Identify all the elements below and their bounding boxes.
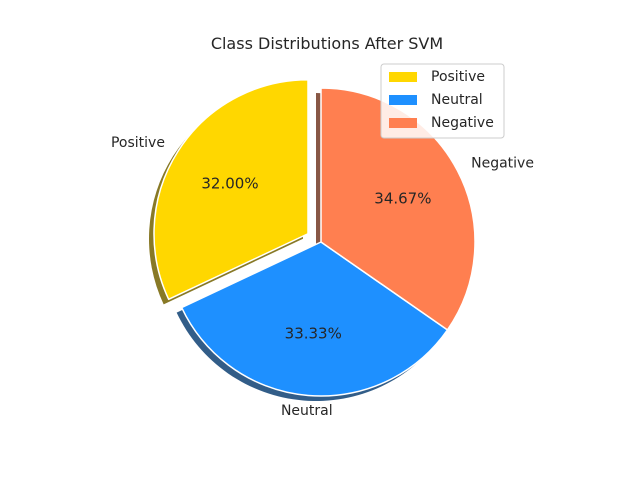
legend-label-neutral: Neutral bbox=[431, 92, 483, 108]
slice-label-neutral: Neutral bbox=[281, 403, 333, 419]
legend: Positive Neutral Negative bbox=[380, 63, 505, 139]
percentage-labels: 32.00% 33.33% 34.67% bbox=[201, 175, 431, 343]
legend-swatch-positive bbox=[389, 72, 417, 82]
pie-slices bbox=[153, 78, 476, 397]
chart-title: Class Distributions After SVM bbox=[211, 34, 443, 53]
slice-label-negative: Negative bbox=[471, 156, 534, 172]
legend-swatch-neutral bbox=[389, 95, 417, 105]
slice-negative bbox=[320, 87, 476, 331]
slice-positive bbox=[153, 78, 309, 301]
legend-swatch-negative bbox=[389, 118, 417, 128]
legend-label-negative: Negative bbox=[431, 115, 494, 131]
percent-label-positive: 32.00% bbox=[201, 175, 258, 193]
slice-label-positive: Positive bbox=[111, 135, 165, 151]
percent-label-negative: 34.67% bbox=[374, 190, 431, 208]
legend-label-positive: Positive bbox=[431, 69, 485, 85]
slice-labels: Positive Neutral Negative bbox=[111, 135, 534, 419]
percent-label-neutral: 33.33% bbox=[285, 325, 342, 343]
slice-neutral bbox=[180, 241, 449, 397]
